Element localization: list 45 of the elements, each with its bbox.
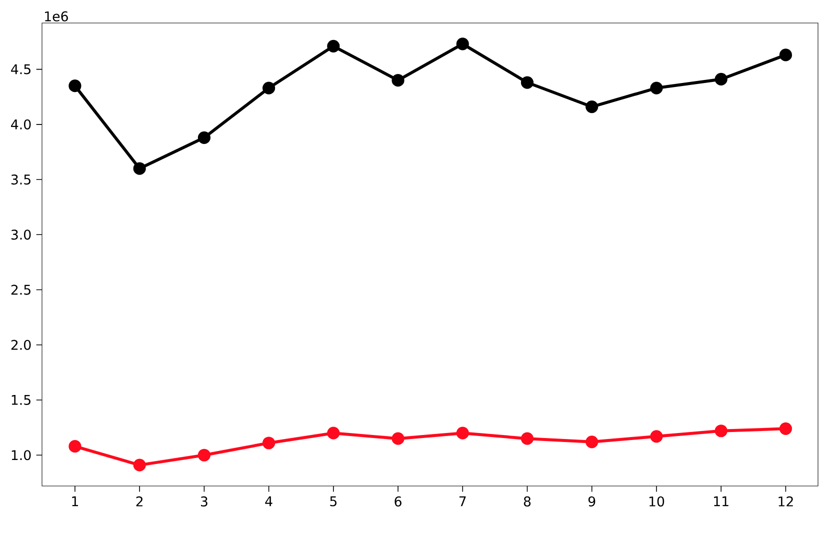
point	[262, 436, 276, 450]
point	[68, 80, 82, 92]
text: 1e6	[45, 11, 68, 22]
y-tick-label: 3.0	[11, 230, 31, 240]
point	[133, 162, 146, 175]
x-tick-label: 7	[459, 496, 466, 506]
x-tick-label: 3	[200, 496, 208, 506]
x-tick-label: 10	[649, 496, 664, 506]
point	[650, 82, 663, 94]
x-tick-label: 2	[136, 496, 142, 506]
point	[779, 422, 792, 435]
point	[714, 72, 728, 86]
point	[456, 426, 469, 440]
point	[392, 74, 404, 87]
y-tick-label: 2.5	[11, 284, 30, 295]
y-tick-label: 1.5	[12, 395, 30, 405]
point	[198, 131, 210, 144]
y-tick-label: 4.5	[11, 64, 30, 74]
x-tick-label: 6	[394, 496, 402, 506]
point	[650, 430, 663, 443]
point	[586, 436, 598, 448]
point	[456, 38, 469, 50]
point	[520, 76, 534, 89]
point	[327, 40, 340, 52]
y-tick-label: 3.5	[11, 174, 30, 185]
point	[262, 82, 276, 94]
x-tick-label: 9	[588, 496, 596, 506]
point	[198, 448, 210, 462]
y-tick-label: 1.0	[12, 450, 31, 460]
x-tick-label: 8	[524, 496, 531, 506]
point	[586, 100, 598, 114]
point	[520, 432, 534, 445]
point	[392, 432, 404, 445]
x-tick-label: 12	[778, 496, 793, 506]
point	[68, 440, 82, 453]
y-tick-label: 2.0	[11, 340, 31, 350]
x-tick-label: 1	[72, 496, 78, 506]
y-tick-label: 4.0	[11, 119, 31, 130]
point	[133, 458, 146, 472]
point	[779, 48, 792, 62]
x-tick-label: 4	[265, 496, 272, 506]
x-tick-label: 11	[714, 496, 728, 506]
point	[327, 426, 340, 440]
x-tick-label: 5	[330, 496, 336, 506]
point	[714, 424, 728, 438]
